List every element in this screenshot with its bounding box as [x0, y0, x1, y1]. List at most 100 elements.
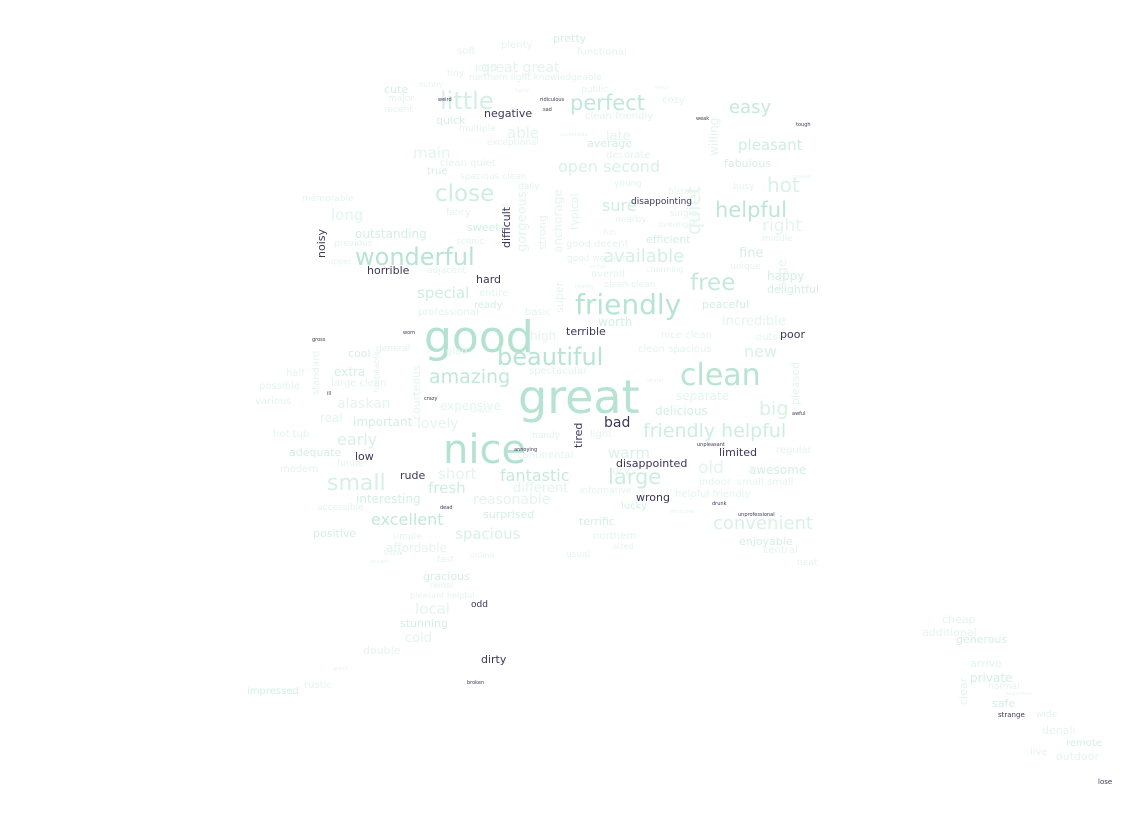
word-convenient: convenient — [713, 513, 813, 534]
word-spectacular: spectacular — [529, 366, 588, 377]
word-amazing: amazing — [429, 366, 511, 388]
word-delightful: delightful — [767, 283, 820, 296]
word-basic: basic — [525, 307, 551, 318]
word-gracious: gracious — [423, 570, 470, 583]
word-terrific: terrific — [579, 515, 615, 528]
word-cozy: cozy — [662, 95, 685, 106]
word-gross: gross — [312, 337, 326, 343]
word-good-western: good western — [567, 254, 629, 264]
word-fast: fast — [437, 555, 454, 565]
word-attractive: attractive — [670, 509, 695, 515]
word-clean-quiet: clean quiet — [440, 158, 496, 169]
word-pretty: pretty — [553, 32, 587, 45]
word-noisy: noisy — [315, 229, 328, 258]
word-delicious: delicious — [655, 404, 708, 418]
word-neat: neat — [797, 558, 818, 568]
word-interesting: interesting — [356, 492, 421, 506]
word-cheap: cheap — [942, 613, 976, 626]
word-half: half — [286, 368, 305, 379]
word-entire: entire — [479, 288, 509, 299]
word-separate: separate — [676, 389, 729, 403]
word-reasonable: reasonable — [473, 492, 551, 508]
word-dirty: dirty — [481, 653, 507, 666]
word-overnight: overnight — [658, 220, 697, 229]
word-quick: quick — [436, 114, 466, 127]
word-great: great — [518, 370, 640, 424]
word-healthy: healthy — [575, 284, 594, 290]
word-warm: warm — [608, 444, 650, 462]
word-arrive: arrive — [970, 657, 1002, 670]
word-online: online — [470, 551, 495, 560]
word-close: close — [435, 181, 495, 207]
word-alaskan: alaskan — [337, 396, 391, 412]
word-spacious: spacious — [455, 525, 521, 543]
word-tiny: tiny — [447, 69, 465, 79]
word-daily: daily — [518, 182, 540, 192]
word-unique: unique — [730, 262, 761, 272]
word-disappointing: disappointing — [631, 197, 693, 207]
word-dead: dead — [440, 505, 453, 511]
word-central: central — [763, 545, 798, 556]
word-remote: remote — [1066, 738, 1102, 749]
word-possible: possible — [259, 381, 300, 392]
word-quiet: quiet — [683, 186, 705, 235]
word-lucky: lucky — [621, 501, 647, 512]
word-awful: awful — [792, 411, 806, 417]
word-worth: worth — [598, 315, 633, 329]
word-funny: funny — [515, 88, 530, 94]
word-sad: sad — [543, 107, 552, 113]
word-free: free — [690, 270, 736, 296]
word-old: old — [698, 458, 724, 478]
word-fun: fun — [603, 228, 616, 237]
word-tough: tough — [796, 122, 811, 128]
word-good-decent: good decent — [566, 239, 629, 250]
word-huge: huge — [775, 259, 789, 290]
word-private: private — [970, 671, 1013, 685]
word-hard: hard — [476, 273, 502, 286]
word-standard: standard — [311, 350, 322, 395]
word-helpful-friendly: helpful friendly — [675, 489, 751, 500]
word-early: early — [337, 430, 378, 449]
word-limited: limited — [719, 446, 757, 459]
word-little: little — [440, 87, 494, 115]
word-grand: grand — [333, 666, 348, 672]
word-professional: professional — [418, 307, 479, 318]
word-upper: upper — [328, 257, 352, 266]
word-stunning: stunning — [400, 617, 448, 630]
word-local: local — [415, 600, 450, 618]
word-slow: slow — [383, 548, 404, 558]
word-dry: dry — [612, 464, 631, 477]
word-efficient: efficient — [646, 233, 691, 246]
word-handy: handy — [532, 431, 560, 441]
word-middle: middle — [762, 234, 793, 244]
word-plenty: plenty — [501, 40, 533, 51]
word-live: live — [1030, 747, 1048, 758]
word-enjoyable: enjoyable — [739, 535, 793, 548]
word-different: different — [513, 481, 569, 496]
word-clear: clear — [957, 677, 970, 705]
word-single: single — [670, 209, 697, 219]
word-excellent: excellent — [371, 510, 444, 529]
word-acceptable: acceptable — [560, 132, 588, 138]
word-great-great: great great — [481, 60, 560, 76]
word-rustic: rustic — [304, 680, 332, 691]
word-expensive: expensive — [440, 399, 501, 413]
word-overall: overall — [591, 269, 625, 280]
word-responsive: responsive — [1005, 691, 1033, 697]
word-impressed: impressed — [247, 686, 299, 697]
word-crazy: crazy — [424, 396, 438, 402]
word-helpful: helpful — [715, 198, 787, 222]
word-negative: negative — [484, 107, 533, 120]
word-informative: informative — [580, 486, 632, 496]
word-accessible: accessible — [317, 503, 364, 513]
word-safe: safe — [992, 697, 1016, 710]
word-additional: additional — [922, 626, 977, 639]
word-double: double — [363, 644, 401, 657]
word-indoor: indoor — [699, 477, 731, 488]
word-willing: willing — [707, 117, 721, 156]
word-pleasant-helpful: pleasant helpful — [410, 591, 475, 600]
word-big: big — [759, 398, 789, 420]
word-able: able — [507, 124, 540, 142]
word-simple: simple — [392, 532, 422, 542]
